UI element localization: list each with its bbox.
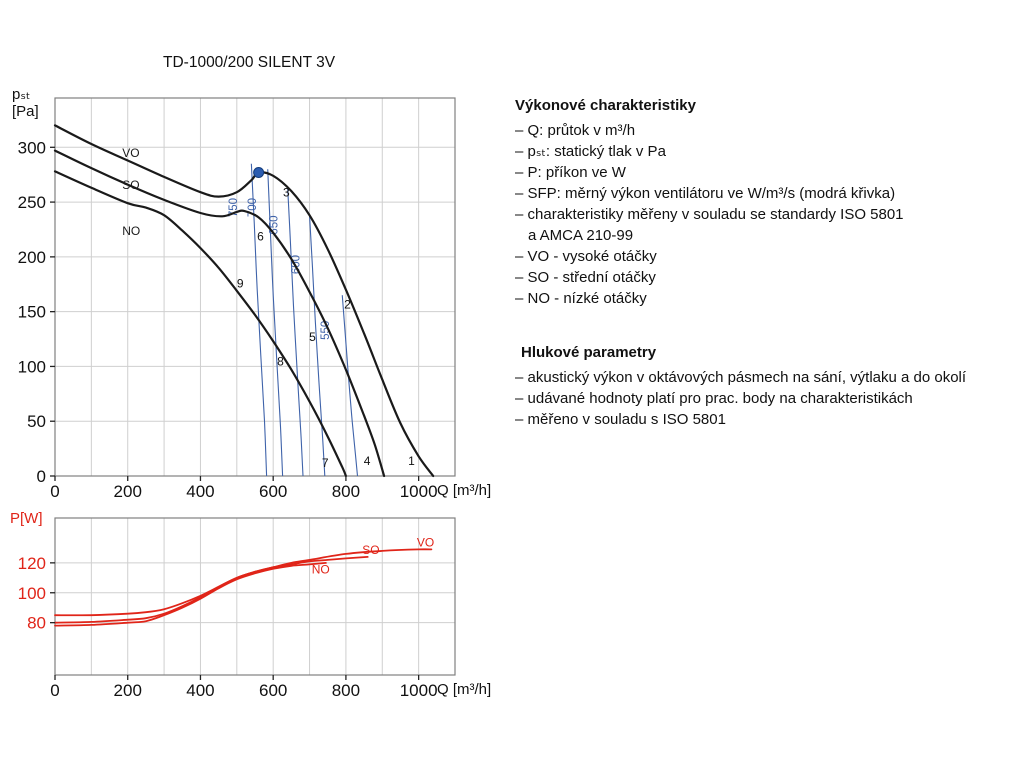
- svg-text:300: 300: [18, 138, 46, 157]
- svg-text:4: 4: [364, 454, 371, 468]
- info-line: – charakteristiky měřeny v souladu se st…: [515, 206, 904, 223]
- svg-text:0: 0: [37, 467, 46, 486]
- svg-text:550: 550: [320, 321, 332, 340]
- info-line: – SO - střední otáčky: [515, 269, 656, 286]
- power-x-axis-label: Q [m³/h]: [437, 681, 492, 698]
- info-line: – P: příkon ve W: [515, 164, 626, 181]
- info-line: – udávané hodnoty platí pro prac. body n…: [515, 390, 913, 407]
- info-line: – NO - nízké otáčky: [515, 290, 647, 307]
- svg-text:400: 400: [186, 482, 214, 501]
- pq-y-axis-label: pₛₜ [Pa]: [12, 86, 39, 120]
- svg-text:400: 400: [186, 681, 214, 700]
- svg-text:800: 800: [332, 681, 360, 700]
- info-line: – VO - vysoké otáčky: [515, 248, 657, 265]
- svg-text:SO: SO: [122, 178, 139, 192]
- svg-text:800: 800: [332, 482, 360, 501]
- performance-heading: Výkonové charakteristiky: [515, 97, 696, 114]
- performance-section: Výkonové charakteristiky – Q: průtok v m…: [515, 95, 1015, 309]
- power-y-axis-label: P[W]: [10, 510, 43, 527]
- svg-text:50: 50: [27, 412, 46, 431]
- svg-text:7: 7: [322, 456, 329, 470]
- svg-text:9: 9: [237, 277, 244, 291]
- svg-text:SO: SO: [362, 543, 379, 557]
- info-line: – měřeno v souladu s ISO 5801: [515, 411, 726, 428]
- svg-text:1: 1: [408, 454, 415, 468]
- svg-text:600: 600: [290, 255, 302, 274]
- svg-text:650: 650: [269, 216, 281, 235]
- svg-text:2: 2: [344, 297, 351, 311]
- chart-title: TD-1000/200 SILENT 3V: [163, 54, 336, 71]
- svg-text:200: 200: [18, 248, 46, 267]
- pq-y-axis-symbol: pₛₜ: [12, 86, 31, 103]
- info-panel: Výkonové charakteristiky – Q: průtok v m…: [515, 95, 1015, 430]
- svg-text:0: 0: [50, 681, 59, 700]
- svg-text:600: 600: [259, 681, 287, 700]
- svg-text:0: 0: [50, 482, 59, 501]
- svg-text:5: 5: [309, 330, 316, 344]
- svg-text:VO: VO: [122, 146, 139, 160]
- power-y-axis-symbol: P: [10, 510, 21, 527]
- svg-text:600: 600: [259, 482, 287, 501]
- noise-section: Hlukové parametry – akustický výkon v ok…: [515, 342, 1015, 430]
- svg-text:200: 200: [114, 482, 142, 501]
- svg-text:8: 8: [277, 354, 284, 368]
- info-line: – Q: průtok v m³/h: [515, 122, 636, 139]
- svg-text:3: 3: [283, 186, 290, 200]
- svg-text:120: 120: [18, 554, 46, 573]
- pq-y-axis-unit: [Pa]: [12, 103, 39, 120]
- svg-text:NO: NO: [122, 224, 140, 238]
- power-y-axis-unit: [W]: [20, 510, 43, 527]
- svg-text:200: 200: [114, 681, 142, 700]
- svg-text:80: 80: [27, 614, 46, 633]
- pq-x-axis-label: Q [m³/h]: [437, 482, 492, 499]
- info-line: – pₛₜ: statický tlak v Pa: [515, 143, 666, 160]
- info-line: a AMCA 210-99: [528, 227, 634, 244]
- svg-text:100: 100: [18, 584, 46, 603]
- svg-text:100: 100: [18, 357, 46, 376]
- info-line: – SFP: měrný výkon ventilátoru ve W/m³/s…: [515, 185, 896, 202]
- svg-text:250: 250: [18, 193, 46, 212]
- svg-text:VO: VO: [417, 535, 434, 549]
- svg-text:1000: 1000: [400, 681, 438, 700]
- svg-text:1000: 1000: [400, 482, 438, 501]
- svg-text:NO: NO: [312, 562, 330, 576]
- info-line: – akustický výkon v oktávových pásmech n…: [515, 369, 967, 386]
- svg-text:150: 150: [18, 303, 46, 322]
- noise-heading: Hlukové parametry: [521, 344, 657, 361]
- svg-text:6: 6: [257, 229, 264, 243]
